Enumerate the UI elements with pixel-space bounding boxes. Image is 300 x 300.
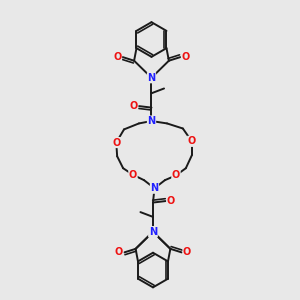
Text: O: O (115, 248, 123, 257)
Text: O: O (112, 137, 120, 148)
Text: N: N (149, 227, 157, 237)
Text: O: O (182, 52, 190, 62)
Text: N: N (147, 116, 156, 126)
Text: O: O (113, 52, 122, 62)
Text: O: O (188, 136, 196, 146)
Text: N: N (149, 227, 157, 237)
Text: O: O (129, 170, 137, 180)
Text: O: O (172, 170, 180, 180)
Text: O: O (183, 248, 191, 257)
Text: O: O (167, 196, 175, 206)
Text: O: O (130, 101, 138, 111)
Text: N: N (150, 183, 158, 193)
Text: N: N (147, 73, 156, 83)
